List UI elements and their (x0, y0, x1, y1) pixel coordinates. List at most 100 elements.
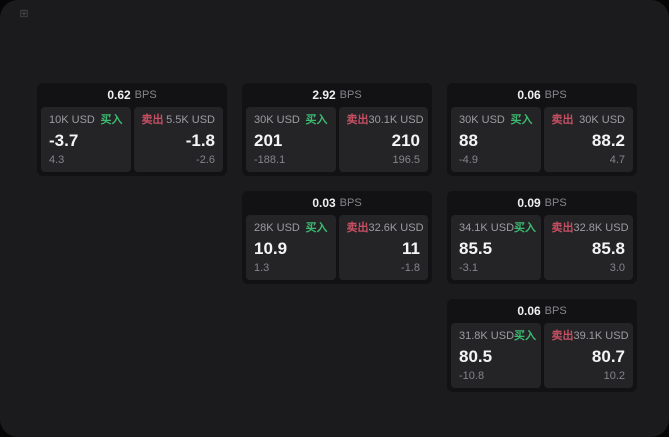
bps-unit-label: BPS (544, 305, 567, 317)
buy-panel[interactable]: 10K USD 买入 -3.7 4.3 (41, 107, 131, 172)
buy-price: 10.9 (254, 238, 288, 258)
card-header: 0.06 BPS (447, 299, 637, 323)
sell-panel-top: 卖出 39.1K USD (551, 330, 629, 342)
spread-quote-card: 2.92 BPS 30K USD 买入 201 -188.1 卖出 30.1K … (242, 83, 432, 176)
buy-amount: 34.1K USD (459, 222, 515, 234)
sell-badge: 卖出 (551, 330, 574, 342)
buy-badge: 买入 (514, 330, 537, 342)
card-header: 0.62 BPS (37, 83, 227, 107)
sell-price: 85.8 (591, 238, 625, 258)
sell-badge: 卖出 (551, 114, 574, 126)
buy-sub-value: 1.3 (254, 262, 270, 274)
sell-badge: 卖出 (346, 222, 369, 234)
buy-panel-top: 10K USD 买入 (49, 114, 123, 126)
bps-value: 0.09 (517, 196, 541, 210)
card-header: 0.09 BPS (447, 191, 637, 215)
spread-quote-card: 0.03 BPS 28K USD 买入 10.9 1.3 卖出 32.6K US… (242, 191, 432, 284)
sell-panel[interactable]: 卖出 30.1K USD 210 196.5 (338, 107, 428, 172)
bps-value: 0.06 (517, 88, 541, 102)
bps-value: 0.03 (312, 196, 336, 210)
card-body: 31.8K USD 买入 80.5 -10.8 卖出 39.1K USD 80.… (447, 323, 637, 392)
buy-sub-value: 4.3 (49, 154, 65, 166)
card-body: 28K USD 买入 10.9 1.3 卖出 32.6K USD 11 -1.8 (242, 215, 432, 284)
bps-unit-label: BPS (134, 89, 157, 101)
card-header: 0.03 BPS (242, 191, 432, 215)
sell-panel-top: 卖出 32.8K USD (551, 222, 629, 234)
card-body: 10K USD 买入 -3.7 4.3 卖出 5.5K USD -1.8 -2.… (37, 107, 227, 176)
sell-amount: 39.1K USD (573, 330, 629, 342)
buy-sub-value: -3.1 (459, 262, 478, 274)
buy-panel-top: 30K USD 买入 (459, 114, 533, 126)
buy-amount: 28K USD (254, 222, 300, 234)
sell-amount: 32.8K USD (573, 222, 629, 234)
buy-amount: 30K USD (254, 114, 300, 126)
buy-panel-top: 28K USD 买入 (254, 222, 328, 234)
buy-panel[interactable]: 31.8K USD 买入 80.5 -10.8 (451, 323, 541, 388)
buy-badge: 买入 (510, 114, 533, 126)
sell-panel-top: 卖出 5.5K USD (142, 114, 216, 126)
bps-value: 0.06 (517, 304, 541, 318)
card-header: 0.06 BPS (447, 83, 637, 107)
buy-panel[interactable]: 34.1K USD 买入 85.5 -3.1 (451, 215, 541, 280)
buy-price: 85.5 (459, 238, 493, 258)
sell-price: 11 (402, 238, 420, 258)
buy-price: 80.5 (459, 346, 493, 366)
sell-price: -1.8 (185, 130, 215, 150)
buy-badge: 买入 (305, 222, 328, 234)
sell-price: 210 (391, 130, 420, 150)
sell-panel[interactable]: 卖出 5.5K USD -1.8 -2.6 (133, 107, 223, 172)
sell-panel-top: 卖出 30.1K USD (347, 114, 424, 126)
buy-panel-top: 34.1K USD 买入 (459, 222, 537, 234)
spread-quote-card: 0.06 BPS 31.8K USD 买入 80.5 -10.8 卖出 39.1… (447, 299, 637, 392)
buy-price: 88 (459, 130, 478, 150)
sell-badge: 卖出 (141, 114, 164, 126)
card-header: 2.92 BPS (242, 83, 432, 107)
bps-value: 0.62 (107, 88, 131, 102)
card-body: 34.1K USD 买入 85.5 -3.1 卖出 32.8K USD 85.8… (447, 215, 637, 284)
buy-badge: 买入 (514, 222, 537, 234)
card-body: 30K USD 买入 201 -188.1 卖出 30.1K USD 210 1… (242, 107, 432, 176)
buy-badge: 买入 (100, 114, 123, 126)
sell-sub-value: 196.5 (392, 154, 420, 166)
buy-panel-top: 30K USD 买入 (254, 114, 328, 126)
buy-price: 201 (254, 130, 283, 150)
sell-panel[interactable]: 卖出 39.1K USD 80.7 10.2 (543, 323, 633, 388)
buy-sub-value: -4.9 (459, 154, 478, 166)
buy-panel-top: 31.8K USD 买入 (459, 330, 537, 342)
buy-sub-value: -188.1 (254, 154, 286, 166)
sell-panel-top: 卖出 30K USD (552, 114, 626, 126)
spread-quote-card: 0.06 BPS 30K USD 买入 88 -4.9 卖出 30K USD 8… (447, 83, 637, 176)
sell-amount: 30K USD (579, 114, 625, 126)
buy-panel[interactable]: 30K USD 买入 201 -188.1 (246, 107, 336, 172)
sell-panel[interactable]: 卖出 32.8K USD 85.8 3.0 (543, 215, 633, 280)
buy-amount: 10K USD (49, 114, 95, 126)
sell-price: 80.7 (591, 346, 625, 366)
sell-price: 88.2 (591, 130, 625, 150)
bps-unit-label: BPS (339, 197, 362, 209)
buy-amount: 30K USD (459, 114, 505, 126)
buy-price: -3.7 (49, 130, 79, 150)
sell-sub-value: 10.2 (603, 370, 625, 382)
sell-panel[interactable]: 卖出 30K USD 88.2 4.7 (543, 107, 633, 172)
sell-sub-value: -1.8 (401, 262, 420, 274)
sell-sub-value: -2.6 (196, 154, 215, 166)
bps-unit-label: BPS (544, 89, 567, 101)
sell-amount: 32.6K USD (368, 222, 424, 234)
bps-unit-label: BPS (544, 197, 567, 209)
buy-amount: 31.8K USD (459, 330, 515, 342)
bps-unit-label: BPS (339, 89, 362, 101)
spread-quote-card: 0.62 BPS 10K USD 买入 -3.7 4.3 卖出 5.5K USD… (37, 83, 227, 176)
buy-sub-value: -10.8 (459, 370, 485, 382)
sell-amount: 30.1K USD (368, 114, 424, 126)
buy-panel[interactable]: 30K USD 买入 88 -4.9 (451, 107, 541, 172)
spread-quote-card: 0.09 BPS 34.1K USD 买入 85.5 -3.1 卖出 32.8K… (447, 191, 637, 284)
sell-panel[interactable]: 卖出 32.6K USD 11 -1.8 (338, 215, 428, 280)
sell-amount: 5.5K USD (166, 114, 215, 126)
sell-sub-value: 3.0 (609, 262, 625, 274)
buy-badge: 买入 (305, 114, 328, 126)
sell-badge: 卖出 (551, 222, 574, 234)
buy-panel[interactable]: 28K USD 买入 10.9 1.3 (246, 215, 336, 280)
